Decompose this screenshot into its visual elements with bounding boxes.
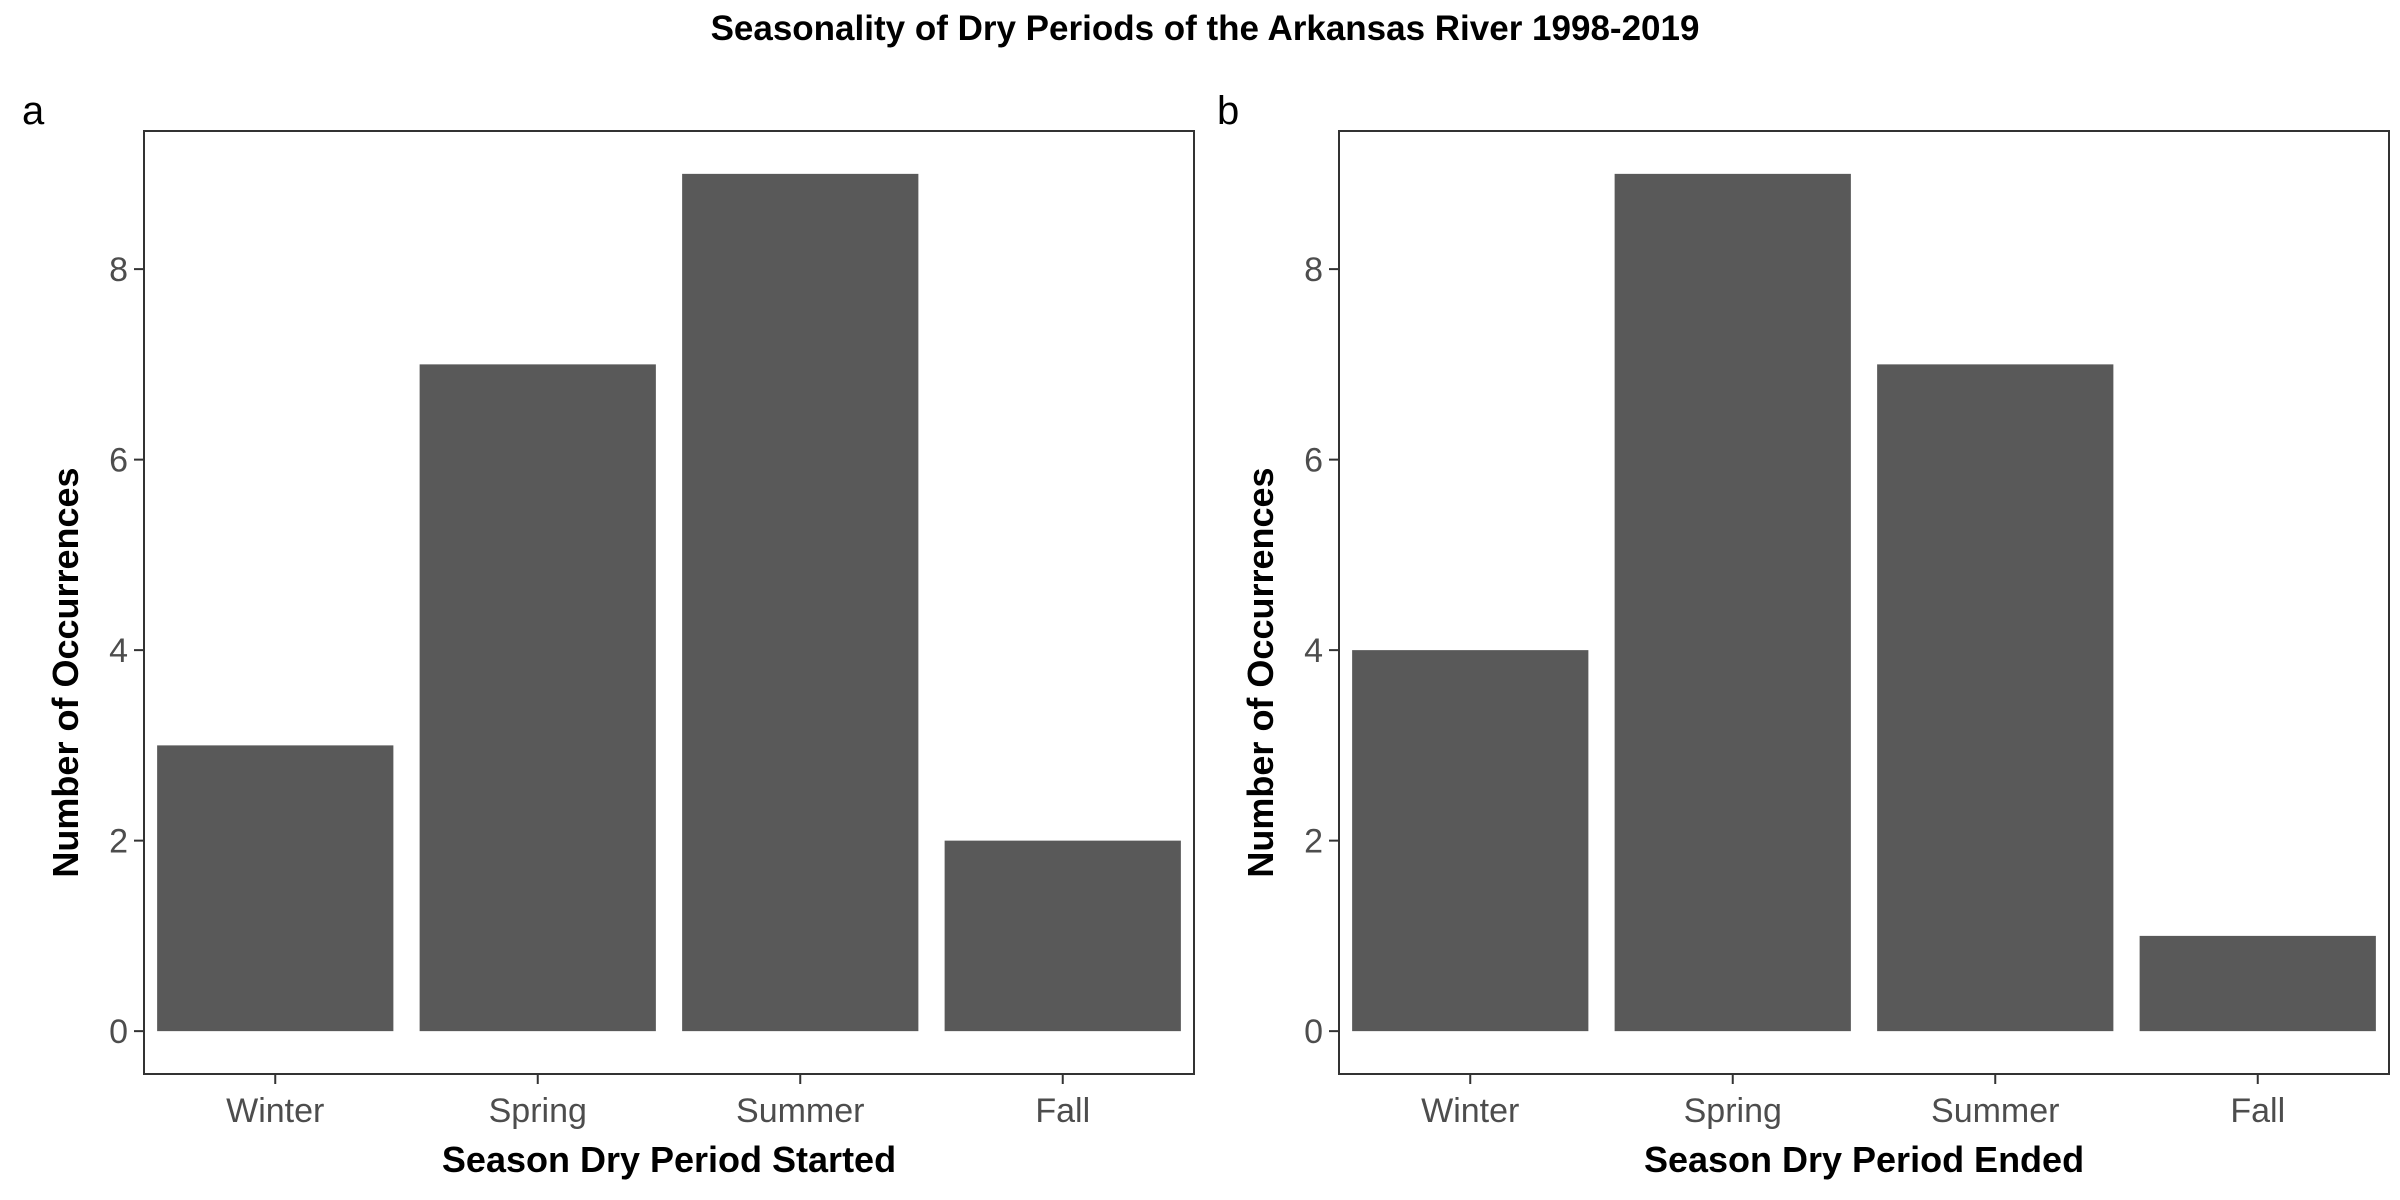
y-tick-label: 4: [109, 632, 128, 670]
x-tick-label-spring: Spring: [489, 1092, 587, 1130]
x-tick-label-winter: Winter: [226, 1092, 324, 1130]
y-tick-label: 8: [109, 251, 128, 289]
y-tick-label: 6: [1304, 442, 1323, 480]
x-tick-label-fall: Fall: [1035, 1092, 1090, 1130]
x-tick-label-winter: Winter: [1421, 1092, 1519, 1130]
x-tick-label-spring: Spring: [1684, 1092, 1782, 1130]
y-tick-label: 2: [109, 823, 128, 861]
bar-summer: [1877, 364, 2114, 1032]
y-tick-label: 2: [1304, 823, 1323, 861]
plot-border: [1338, 130, 2390, 1075]
figure-title: Seasonality of Dry Periods of the Arkans…: [711, 9, 1700, 48]
panel-label: a: [22, 89, 45, 133]
y-tick-label: 6: [109, 442, 128, 480]
x-axis-title: Season Dry Period Started: [442, 1139, 896, 1180]
x-axis-title: Season Dry Period Ended: [1644, 1139, 2084, 1180]
bar-winter: [157, 745, 394, 1032]
y-tick-label: 4: [1304, 632, 1323, 670]
chart-panel-a: a 0 2 4 6 8 Winter Spring Summer Fall Season Dry P…: [22, 89, 1195, 1180]
bar-spring: [1614, 173, 1851, 1032]
bar-summer: [682, 173, 919, 1032]
y-tick-label: 8: [1304, 251, 1323, 289]
chart-panels: a 0 2 4 6 8 Winter Spring Summer Fall Season Dry P…: [22, 89, 2390, 1180]
bar-winter: [1352, 650, 1589, 1032]
x-tick-label-fall: Fall: [2230, 1092, 2285, 1130]
plot-border: [143, 130, 1195, 1075]
bar-fall: [944, 840, 1181, 1032]
chart-panel-b: b 0 2 4 6 8 Winter Spring Summer Fall Season Dry P…: [1217, 89, 2390, 1180]
bar-fall: [2139, 935, 2376, 1032]
x-tick-label-summer: Summer: [1931, 1092, 2059, 1130]
panel-label: b: [1217, 89, 1239, 133]
y-tick-label: 0: [1304, 1013, 1323, 1051]
y-axis-title: Number of Occurrences: [45, 467, 86, 877]
bar-spring: [419, 364, 656, 1032]
y-axis-title: Number of Occurrences: [1240, 467, 1281, 877]
y-tick-label: 0: [109, 1013, 128, 1051]
x-tick-label-summer: Summer: [736, 1092, 864, 1130]
